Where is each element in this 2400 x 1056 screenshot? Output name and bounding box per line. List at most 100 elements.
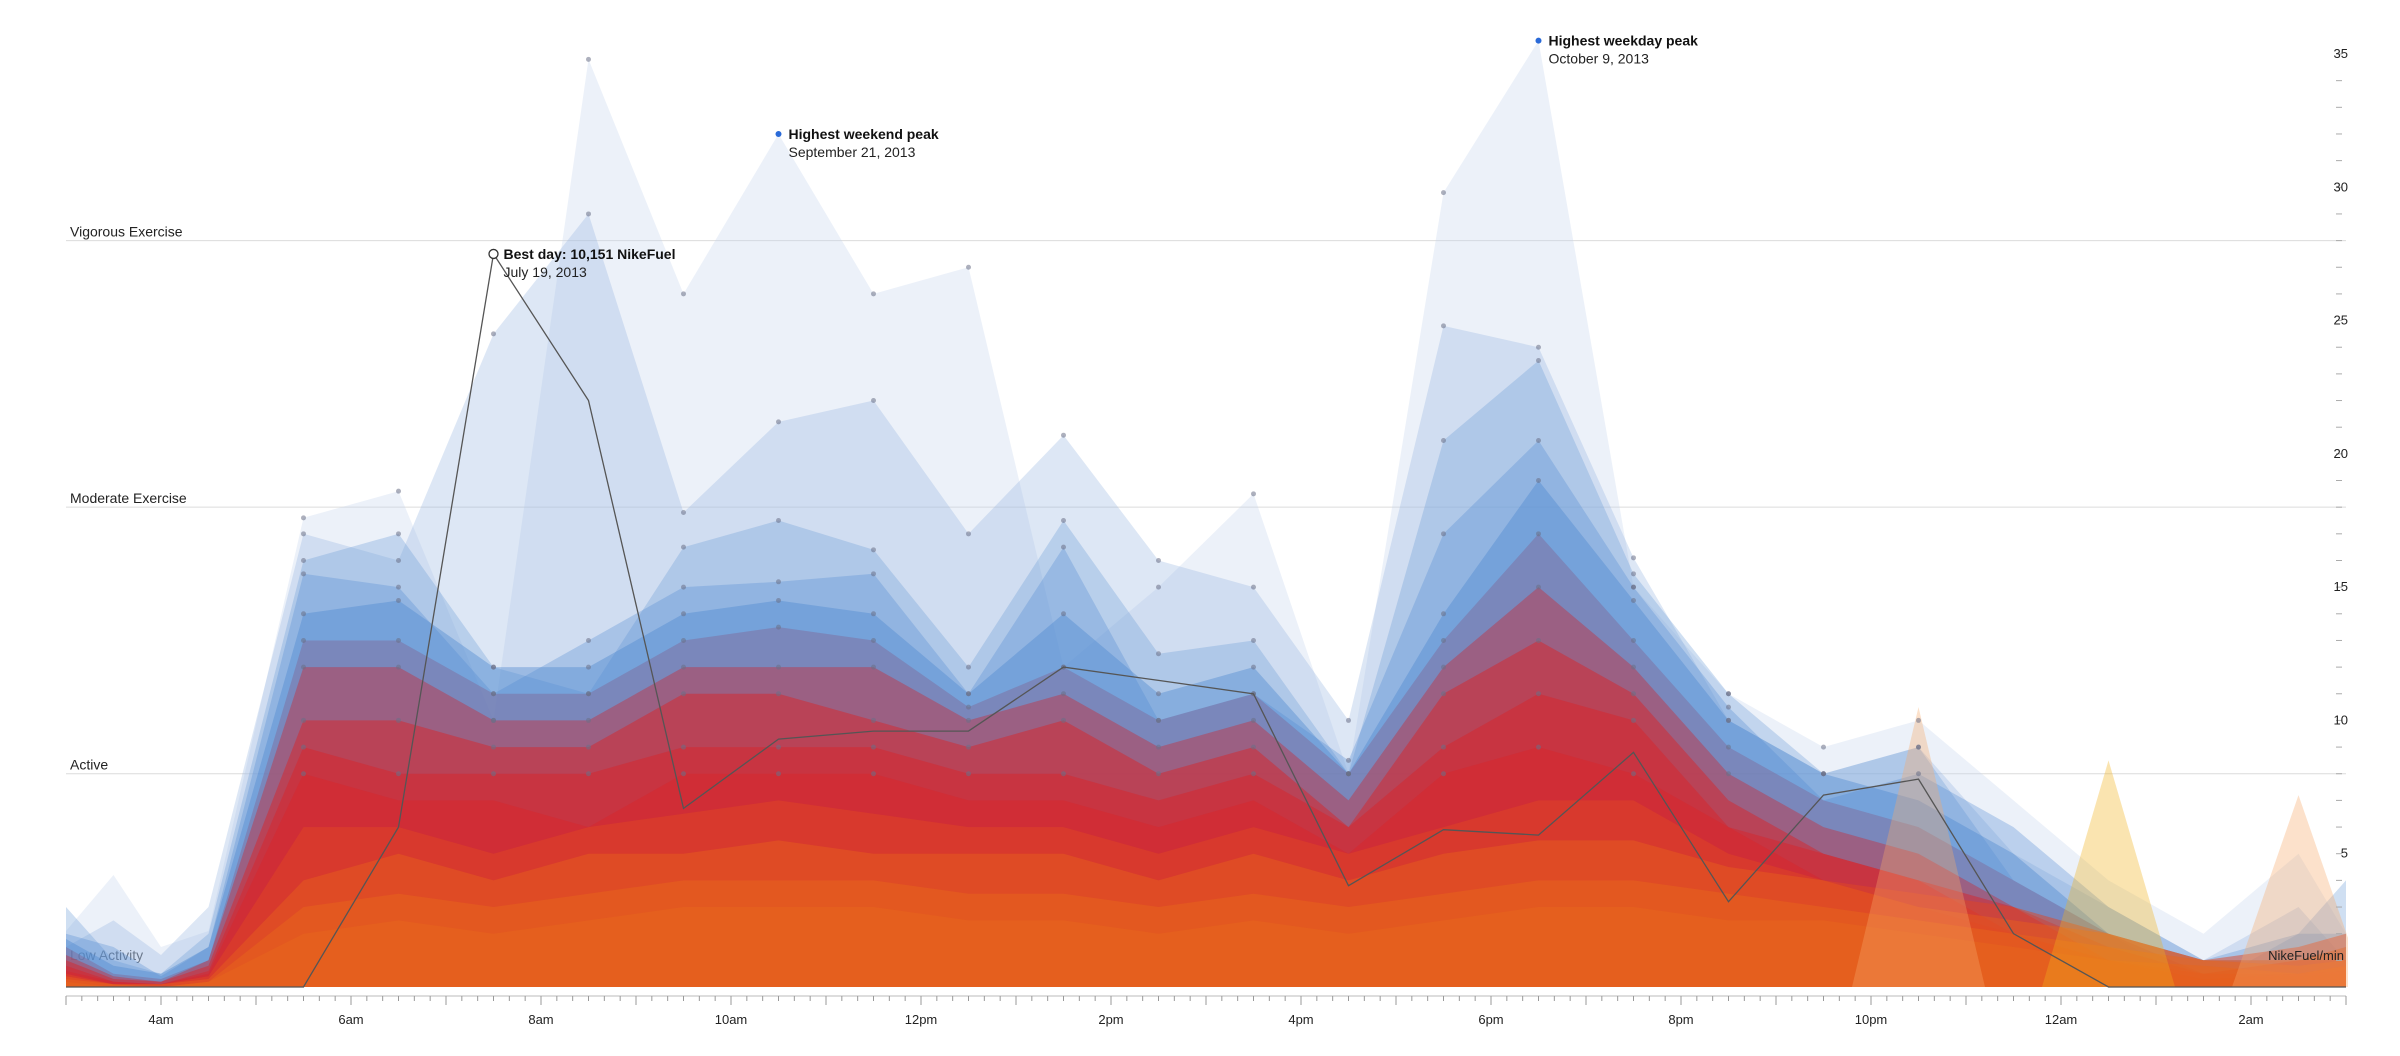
data-point — [1536, 358, 1541, 364]
data-point — [1441, 744, 1446, 750]
data-point — [1061, 518, 1066, 523]
band-label-3: Low Activity — [70, 947, 143, 963]
data-point — [1346, 771, 1351, 777]
x-tick-label: 12am — [2045, 1012, 2078, 1027]
annotation-date-2: October 9, 2013 — [1549, 51, 1650, 67]
annotation-date-1: September 21, 2013 — [789, 144, 916, 160]
data-point — [1726, 771, 1731, 777]
data-point — [1441, 664, 1446, 670]
data-point — [776, 624, 781, 630]
x-tick-label: 12pm — [905, 1012, 938, 1027]
data-point — [1821, 771, 1826, 777]
data-point — [966, 717, 971, 723]
x-axis: 4am 6am 8am 10am 12pm 2pm 4pm 6pm 8pm 10pm 12am 2am — [65, 995, 2347, 1027]
data-point — [301, 515, 306, 521]
data-point — [871, 398, 876, 404]
data-point — [1061, 771, 1066, 777]
data-point — [1346, 757, 1351, 763]
data-point — [396, 531, 401, 537]
data-point — [1156, 771, 1161, 777]
data-point — [586, 717, 591, 723]
day-areas — [66, 40, 2348, 988]
data-point — [871, 571, 876, 577]
data-point — [396, 557, 401, 563]
data-point — [1061, 691, 1066, 697]
late-peak-0 — [1852, 707, 1985, 987]
data-point — [776, 419, 781, 425]
data-point — [1441, 438, 1446, 444]
data-point — [1441, 531, 1446, 537]
data-point — [301, 557, 306, 563]
band-label-0: Vigorous Exercise — [70, 224, 183, 240]
data-point — [491, 664, 496, 670]
data-point — [1726, 691, 1731, 697]
data-point — [1156, 717, 1161, 723]
annotation-marker-2 — [1535, 37, 1542, 44]
x-tick-label: 6pm — [1478, 1012, 1503, 1027]
data-point — [681, 691, 686, 697]
y-axis-unit-label: NikeFuel/min — [2268, 948, 2344, 963]
data-point — [586, 637, 591, 643]
x-tick-label: 8am — [528, 1012, 553, 1027]
data-point — [871, 611, 876, 617]
data-point — [1061, 611, 1066, 617]
data-point — [586, 211, 591, 217]
data-point — [966, 691, 971, 697]
data-point — [1631, 555, 1636, 561]
data-point — [1441, 190, 1446, 196]
data-point — [1631, 597, 1636, 603]
peak-annotations: Best day: 10,151 NikeFuel July 19, 2013 Hi… — [488, 33, 1699, 280]
data-point — [776, 771, 781, 777]
data-point — [586, 691, 591, 697]
annotation-marker-0 — [488, 248, 499, 260]
data-point — [1726, 744, 1731, 750]
x-tick-label: 10am — [715, 1012, 748, 1027]
data-point — [681, 544, 686, 550]
data-point — [1441, 771, 1446, 777]
data-point — [396, 637, 401, 643]
data-point — [871, 547, 876, 553]
data-point — [966, 664, 971, 670]
data-point — [1251, 637, 1256, 643]
data-point — [871, 291, 876, 297]
data-point — [301, 771, 306, 777]
data-point — [396, 597, 401, 603]
late-peak-1 — [2042, 760, 2175, 987]
data-point — [1821, 744, 1826, 750]
data-point — [1251, 491, 1256, 497]
data-point — [681, 584, 686, 590]
data-point — [966, 264, 971, 270]
data-point — [1156, 744, 1161, 750]
data-point — [301, 571, 306, 577]
data-point — [301, 664, 306, 670]
day-area-13 — [66, 907, 2346, 987]
y-tick-label: 10 — [2334, 712, 2348, 727]
data-point — [776, 664, 781, 670]
x-tick-label: 4pm — [1288, 1012, 1313, 1027]
annotation-marker-1 — [775, 130, 782, 137]
data-point — [1726, 717, 1731, 723]
x-tick-label: 10pm — [1855, 1012, 1888, 1027]
y-axis: 5 10 15 20 25 30 35 — [2334, 46, 2348, 961]
data-point — [1726, 704, 1731, 710]
data-point — [966, 704, 971, 710]
band-label-2: Active — [70, 757, 108, 773]
data-point — [1631, 571, 1636, 577]
data-point — [1631, 771, 1636, 777]
data-point — [1156, 557, 1161, 563]
annotation-title-2: Highest weekday peak — [1549, 33, 1699, 49]
data-point — [1916, 771, 1921, 777]
data-point — [586, 771, 591, 777]
data-point — [396, 488, 401, 494]
x-tick-label: 2pm — [1098, 1012, 1123, 1027]
data-point — [301, 717, 306, 723]
data-point — [681, 291, 686, 297]
data-point — [491, 771, 496, 777]
y-tick-label: 30 — [2334, 179, 2348, 194]
data-point — [681, 510, 686, 516]
data-point — [776, 518, 781, 523]
data-point — [1631, 691, 1636, 697]
data-point — [396, 584, 401, 590]
data-point — [1536, 744, 1541, 750]
y-tick-label: 5 — [2341, 846, 2348, 861]
